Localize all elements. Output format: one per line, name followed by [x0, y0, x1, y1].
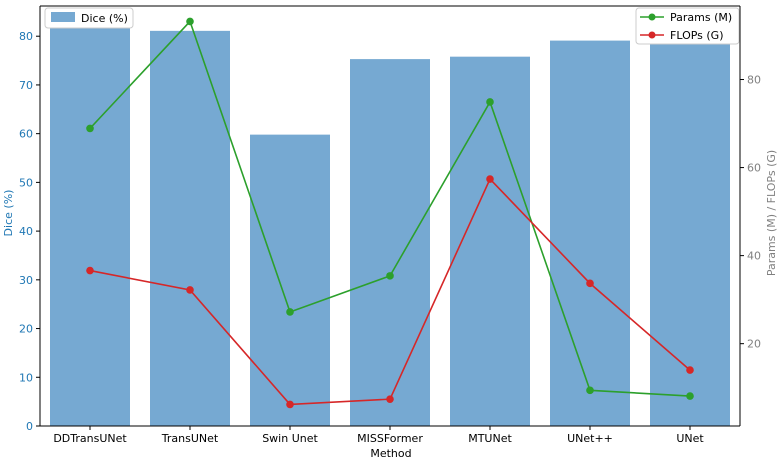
- point-params-m-5: [586, 386, 594, 395]
- x-tick-label: UNet++: [567, 432, 613, 445]
- legend-params-label: Params (M): [670, 11, 732, 24]
- legend-params-marker: [648, 13, 656, 21]
- y-axis-left-label: Dice (%): [2, 190, 15, 237]
- x-tick-label: UNet: [676, 432, 704, 445]
- y-right-tick-label: 60: [747, 162, 761, 175]
- y-right-tick-label: 20: [747, 338, 761, 351]
- y-left-tick-label: 50: [19, 176, 33, 189]
- point-params-m-3: [386, 272, 394, 280]
- legend-lines: Params (M) FLOPs (G): [635, 7, 740, 45]
- point-flops-g-2: [286, 400, 294, 409]
- y-left-tick-label: 60: [19, 128, 33, 141]
- y-left-tick-label: 30: [19, 274, 33, 287]
- y-left-tick-label: 70: [19, 79, 33, 92]
- y-right-tick-label: 80: [747, 74, 761, 87]
- legend-flops-marker: [648, 31, 656, 39]
- bar-missformer: [350, 59, 430, 427]
- y-left-tick-label: 10: [19, 371, 33, 384]
- legend-dice-label: Dice (%): [81, 12, 128, 25]
- point-flops-g-6: [686, 366, 694, 374]
- point-flops-g-3: [386, 395, 394, 403]
- point-params-m-2: [286, 308, 294, 316]
- point-flops-g-5: [586, 279, 594, 288]
- y-left-tick-label: 20: [19, 323, 33, 336]
- bar-ddtransunet: [50, 20, 130, 426]
- point-flops-g-0: [86, 266, 94, 275]
- legend-dice: Dice (%): [44, 7, 134, 29]
- x-tick-label: MISSFormer: [357, 432, 423, 445]
- y-axis-right-label: Params (M) / FLOPs (G): [765, 150, 778, 276]
- y-right-tick-label: 40: [747, 250, 761, 263]
- point-flops-g-1: [186, 286, 194, 294]
- bar-transunet: [150, 30, 230, 427]
- legend-flops-label: FLOPs (G): [670, 29, 724, 42]
- legend-dice-swatch: [51, 12, 75, 22]
- x-tick-label: MTUNet: [468, 432, 512, 445]
- x-tick-label: TransUNet: [161, 432, 219, 445]
- x-tick-label: Swin Unet: [262, 432, 318, 445]
- bar-mtunet: [450, 56, 530, 427]
- bar-swin-unet: [250, 134, 330, 426]
- y-left-tick-label: 40: [19, 225, 33, 238]
- point-params-m-0: [86, 124, 94, 133]
- point-params-m-6: [686, 392, 694, 400]
- point-flops-g-4: [486, 175, 494, 183]
- point-params-m-4: [486, 98, 494, 106]
- y-left-tick-label: 0: [26, 420, 33, 433]
- y-left-tick-label: 80: [19, 30, 33, 43]
- bar-unet: [650, 41, 730, 426]
- x-tick-label: DDTransUNet: [53, 432, 127, 445]
- x-axis-label: Method: [370, 447, 411, 460]
- point-params-m-1: [186, 17, 194, 26]
- bar-unet-: [550, 40, 630, 427]
